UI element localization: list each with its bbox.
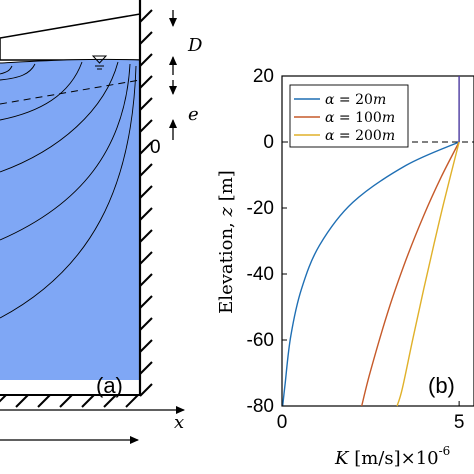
legend-label-1: α = 20m: [325, 92, 386, 108]
water-table-triangle-icon: [91, 55, 108, 70]
legend-entry-1: α = 20m: [294, 92, 386, 108]
top-surface: [0, 13, 141, 61]
hatch-mark: [139, 317, 153, 331]
legend-entry-3: α = 200m: [294, 128, 395, 144]
hatch-mark: [139, 273, 153, 287]
hatch-mark: [37, 394, 51, 408]
y-tick-label: -60: [247, 330, 274, 351]
hatch-mark: [59, 394, 73, 408]
water-table-line: [0, 58, 141, 64]
y-tick-label: 0: [263, 132, 274, 153]
series-line-2: [361, 141, 460, 407]
hatch-mark: [139, 163, 153, 177]
legend: α = 20m α = 100m α = 200m: [289, 84, 409, 148]
y-tick-label: -20: [247, 198, 274, 219]
hatch-mark: [139, 75, 153, 89]
flow-lines: [0, 61, 137, 319]
hatch-mark: [139, 119, 153, 133]
y-tick-label: 20: [253, 66, 274, 87]
x-tick-label: 5: [454, 412, 465, 433]
hatch-mark: [139, 229, 153, 243]
dimension-e-label: e: [188, 104, 199, 125]
zero-mark: 0: [150, 137, 161, 158]
hatch-mark: [81, 394, 95, 408]
series-line-3: [396, 141, 460, 407]
hatch-mark: [139, 31, 153, 45]
series-lines: [282, 76, 460, 407]
legend-label-3: α = 200m: [325, 128, 395, 144]
hatch-mark: [139, 251, 153, 265]
y-tick-label: -80: [247, 396, 274, 417]
dimension-d-label: D: [187, 35, 203, 56]
hatch-mark: [139, 295, 153, 309]
panel-a-label: (a): [96, 373, 123, 398]
hatch-mark: [103, 394, 117, 408]
aquifer-water: [0, 59, 140, 381]
hatch-mark: [139, 185, 153, 199]
hatch-mark: [139, 141, 153, 155]
y-tick-label: -40: [247, 264, 274, 285]
legend-label-2: α = 100m: [325, 110, 395, 126]
x-axis-label: K [m/s]×10-6: [334, 444, 450, 469]
hatch-mark: [0, 394, 7, 403]
hatch-mark: [139, 9, 153, 23]
panel-b-label: (b): [428, 373, 455, 398]
x-axis-symbol: x: [174, 412, 184, 433]
hatch-mark: [139, 339, 153, 353]
bottom-hatching: [0, 394, 139, 408]
hatch-mark: [139, 383, 153, 397]
hatch-mark: [125, 394, 139, 408]
hatch-mark: [139, 53, 153, 67]
panel-a: x D e 0 (a): [0, 0, 203, 444]
hatch-mark: [139, 207, 153, 221]
hatch-mark: [139, 361, 153, 375]
y-axis-label: Elevation, z [m]: [216, 170, 237, 314]
hatch-mark: [139, 97, 153, 111]
wall-hatching: [139, 9, 153, 397]
legend-box: [289, 84, 409, 148]
hatch-mark: [15, 394, 29, 408]
legend-entry-2: α = 100m: [294, 110, 395, 126]
y-ticks: 20 0 -20 -40 -60 -80: [247, 66, 287, 417]
x-tick-label: 0: [277, 412, 288, 433]
series-line-1: [282, 141, 460, 407]
